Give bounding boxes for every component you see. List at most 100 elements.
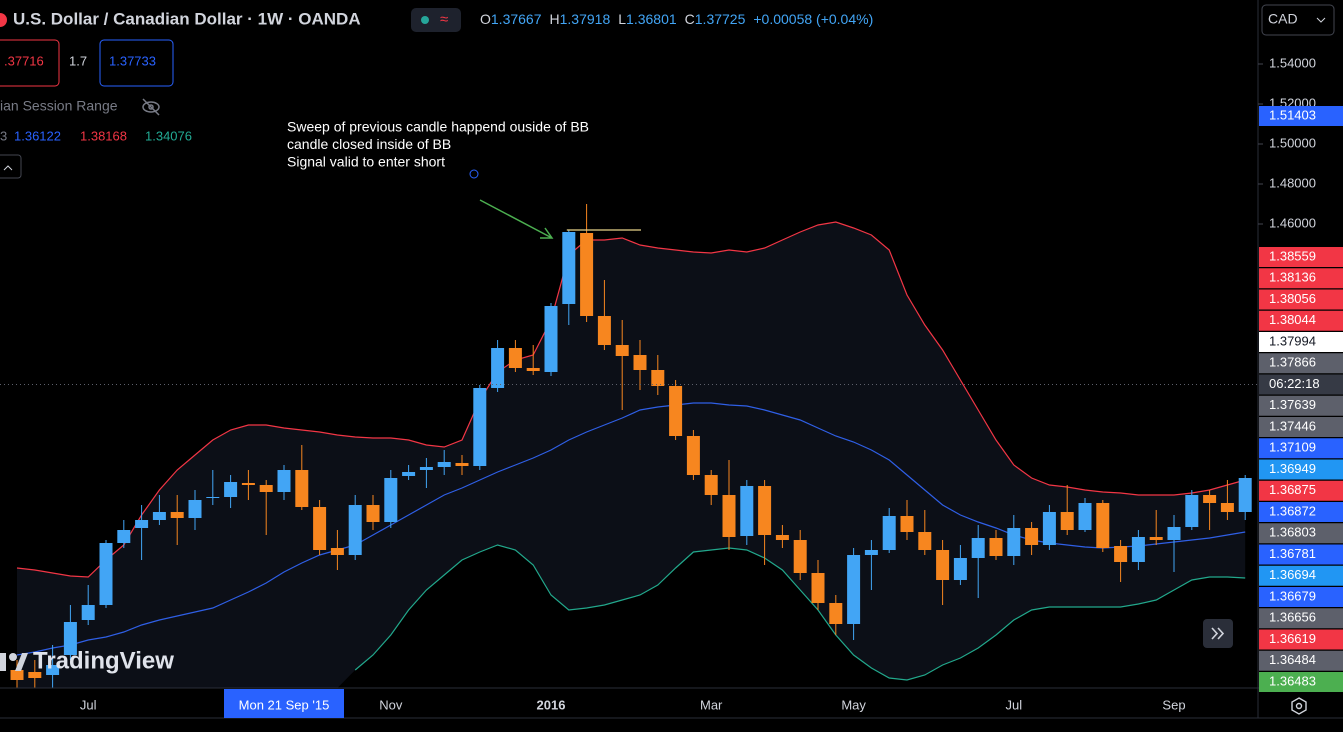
ohlc-label: H <box>550 11 560 27</box>
candle-body <box>953 558 967 580</box>
y-tick-label: 1.48000 <box>1269 175 1316 190</box>
logo-text[interactable]: TradingView <box>33 647 174 674</box>
candle-body <box>473 388 487 466</box>
indicator-name[interactable]: ian Session Range <box>0 98 118 114</box>
candle-body <box>1167 527 1181 540</box>
candle-body <box>615 345 629 356</box>
price-tag-label: 1.36619 <box>1269 631 1316 646</box>
candle-body <box>989 538 1003 556</box>
candle-body <box>722 495 736 537</box>
candle-body <box>1185 495 1199 527</box>
crosshair-time: Mon 21 Sep '15 <box>239 697 330 712</box>
candle-body <box>758 486 772 535</box>
candle-body <box>1114 546 1128 562</box>
annotation-text: candle closed inside of BB <box>287 136 451 152</box>
sell-price: .37716 <box>4 53 44 68</box>
candle-body <box>419 467 433 470</box>
market-status <box>421 16 429 24</box>
candle-body <box>366 505 380 522</box>
candle-body <box>597 316 611 345</box>
candle-body <box>63 622 77 655</box>
annotation-text: Sweep of previous candle happend ouside … <box>287 119 589 135</box>
price-tag-label: 1.37639 <box>1269 397 1316 412</box>
ohlc-label: C <box>685 11 695 27</box>
candle-body <box>740 486 754 536</box>
price-scale: 1.540001.520001.500001.480001.460001.514… <box>1258 55 1343 692</box>
candle-body <box>1096 503 1110 548</box>
price-tag <box>1259 650 1343 671</box>
candle-body <box>1060 512 1074 530</box>
candle-body <box>10 670 24 680</box>
candle-body <box>1220 503 1234 512</box>
bb-label: 3 <box>0 128 7 143</box>
price-tag <box>1259 332 1343 352</box>
price-tag-label: 1.38136 <box>1269 270 1316 285</box>
candle-body <box>1025 528 1039 545</box>
candle-body <box>99 543 113 605</box>
price-tag <box>1259 374 1343 395</box>
buy-button[interactable] <box>99 39 174 87</box>
sell-button[interactable] <box>0 39 60 87</box>
price-tag-label: 1.36949 <box>1269 461 1316 476</box>
price-tag <box>1259 629 1343 650</box>
price-tag-label: 1.36872 <box>1269 503 1316 518</box>
candle-body <box>1078 503 1092 530</box>
x-tick-label: May <box>841 697 866 712</box>
price-tag <box>1259 587 1343 607</box>
candle-body <box>437 462 451 467</box>
spread: 1.7 <box>69 53 87 68</box>
candle-body <box>633 355 647 370</box>
x-tick-label: Mar <box>700 697 723 712</box>
collapse-icon <box>3 165 13 171</box>
y-tick-label: 1.54000 <box>1269 55 1316 70</box>
price-tag <box>1259 523 1343 544</box>
band-lower <box>354 544 1246 681</box>
candle-body <box>384 478 398 522</box>
candle-body <box>313 507 327 550</box>
logo-icon <box>0 653 28 671</box>
symbol-flag <box>0 13 7 27</box>
x-tick-label: Nov <box>379 697 403 712</box>
price-tag <box>1259 565 1343 586</box>
candle-body <box>864 550 878 555</box>
y-tick-label: 1.50000 <box>1269 135 1316 150</box>
price-tag-label: 1.36875 <box>1269 482 1316 497</box>
price-tag <box>1259 608 1343 629</box>
symbol-title[interactable]: U.S. Dollar / Canadian Dollar · 1W · OAN… <box>13 9 361 28</box>
candle-body <box>330 548 344 555</box>
candle-body <box>28 672 42 678</box>
ohlc-value: 1.36801 <box>626 11 677 27</box>
price-tag-label: 1.38044 <box>1269 312 1316 327</box>
candle-body <box>936 550 950 580</box>
ohlc-values: O1.37667 H1.37918 L1.36801 C1.37725 +0.00058… <box>480 11 873 27</box>
price-tag-label: 1.37446 <box>1269 418 1316 433</box>
candle-body <box>1203 495 1217 503</box>
candle-body <box>170 512 184 518</box>
price-tag-label: 1.36484 <box>1269 652 1316 667</box>
x-tick-label: Sep <box>1162 697 1185 712</box>
price-tag-label: 1.38056 <box>1269 291 1316 306</box>
x-tick-label: 2016 <box>537 697 566 712</box>
candle-body <box>152 512 166 520</box>
price-tag <box>1259 106 1343 126</box>
collapse-button[interactable] <box>0 154 22 179</box>
currency-select[interactable] <box>1261 4 1335 36</box>
price-tag <box>1259 289 1343 310</box>
status-pill[interactable] <box>411 8 461 32</box>
candle-body <box>259 485 273 492</box>
candle-body <box>491 348 505 388</box>
candle-body <box>295 470 309 507</box>
hide-icon[interactable] <box>142 98 160 116</box>
annotation-text: Signal valid to enter short <box>287 154 445 170</box>
ohlc-value: 1.37667 <box>491 11 542 27</box>
candle-body <box>669 386 683 436</box>
settings-icon[interactable] <box>1291 697 1307 715</box>
ohlc-value: 1.37918 <box>560 11 611 27</box>
price-tag <box>1259 480 1343 501</box>
price-tag-label: 1.36679 <box>1269 588 1316 603</box>
candle-body <box>704 475 718 495</box>
price-tag-label: 1.37109 <box>1269 440 1316 455</box>
candle-body <box>1149 537 1163 540</box>
x-tick-label: Jul <box>1005 697 1022 712</box>
price-tag-label: 1.38559 <box>1269 248 1316 263</box>
